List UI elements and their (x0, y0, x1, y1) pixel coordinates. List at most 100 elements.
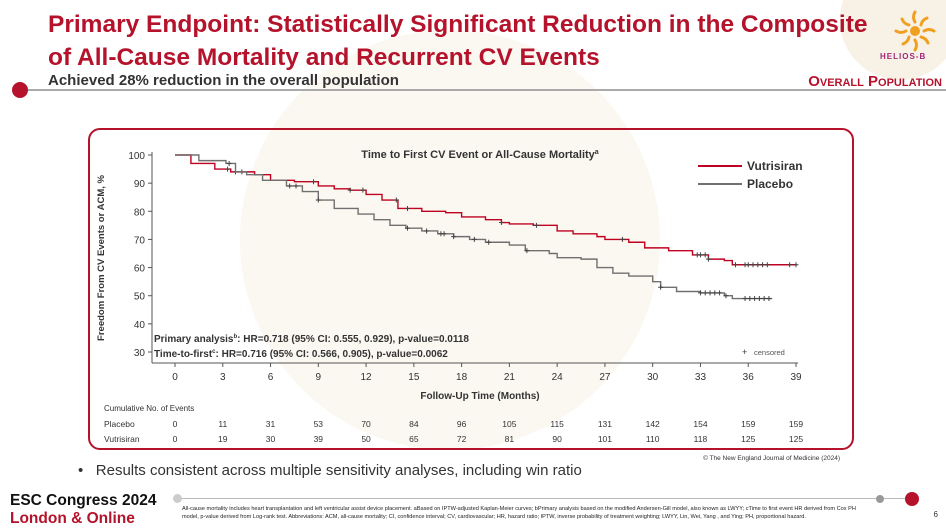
helios-b-logo-icon (894, 10, 936, 52)
risk-value: 115 (550, 419, 564, 429)
x-tick-label: 27 (599, 372, 611, 383)
censored-mark-vutrisiran (755, 262, 761, 268)
footer-divider (178, 498, 908, 499)
legend-label-vutrisiran: Vutrisiran (747, 159, 803, 173)
censored-mark-placebo (471, 236, 477, 242)
censored-mark-placebo (315, 197, 321, 203)
x-tick-label: 15 (408, 372, 420, 383)
source-credit: © The New England Journal of Medicine (2… (703, 455, 840, 462)
risk-value: 30 (266, 434, 276, 444)
censored-mark-vutrisiran (702, 252, 708, 258)
censored-mark-vutrisiran (360, 187, 366, 193)
censored-mark-placebo (451, 234, 457, 240)
censored-mark-vutrisiran (732, 262, 738, 268)
censored-mark-vutrisiran (787, 262, 793, 268)
footnote: All-cause mortality includes heart trans… (182, 506, 856, 520)
censored-mark-placebo (441, 231, 447, 237)
risk-value: 31 (266, 419, 276, 429)
censored-mark-vutrisiran (533, 222, 539, 228)
censored-mark-vutrisiran (311, 179, 317, 185)
risk-value: 142 (646, 419, 660, 429)
page-number: 6 (933, 510, 938, 519)
censored-marker-icon: + (742, 347, 747, 357)
y-axis-label: Freedom From CV Events or ACM, % (96, 174, 107, 340)
risk-value: 125 (789, 434, 803, 444)
risk-value: 159 (789, 419, 803, 429)
x-tick-label: 12 (361, 372, 373, 383)
background-circle (240, 30, 660, 450)
header-dot (12, 82, 28, 98)
risk-value: 125 (741, 434, 755, 444)
censored-mark-placebo (658, 284, 664, 290)
risk-value: 70 (361, 419, 371, 429)
x-tick-label: 39 (790, 372, 802, 383)
bullet-point: • Results consistent across multiple sen… (78, 462, 582, 479)
x-tick-label: 3 (220, 372, 226, 383)
risk-value: 53 (314, 419, 324, 429)
censored-mark-vutrisiran (793, 262, 799, 268)
y-tick-label: 40 (134, 320, 146, 331)
risk-value: 81 (505, 434, 515, 444)
footer-dot (876, 495, 884, 503)
risk-value: 39 (314, 434, 324, 444)
risk-value: 65 (409, 434, 419, 444)
censored-mark-placebo (287, 183, 293, 189)
risk-value: 101 (598, 434, 612, 444)
censored-mark-placebo (761, 296, 767, 302)
footer-dot (173, 494, 182, 503)
risk-value: 96 (457, 419, 467, 429)
risk-value: 110 (646, 434, 660, 444)
svg-text:Time to First CV Event or All-: Time to First CV Event or All-Cause Mort… (361, 149, 599, 161)
legend-label-placebo: Placebo (747, 177, 793, 191)
chart-panel (88, 128, 854, 450)
x-tick-label: 33 (695, 372, 707, 383)
y-tick-label: 30 (134, 348, 146, 359)
x-axis-label: Follow-Up Time (Months) (420, 391, 539, 402)
y-tick-label: 100 (128, 151, 145, 162)
primary-analysis-annotation: Primary analysisb: HR=0.718 (95% CI: 0.5… (154, 334, 469, 345)
censored-mark-placebo (747, 296, 753, 302)
chart-title-sup: a (595, 149, 599, 156)
y-tick-label: 80 (134, 207, 146, 218)
risk-row-label: Vutrisiran (104, 434, 140, 444)
censored-mark-placebo (752, 296, 758, 302)
censored-mark-placebo (697, 290, 703, 296)
risk-value: 84 (409, 419, 419, 429)
x-tick-label: 6 (268, 372, 274, 383)
censored-mark-vutrisiran (225, 166, 231, 172)
y-tick-label: 60 (134, 264, 146, 275)
risk-value: 90 (552, 434, 562, 444)
congress-location: London & Online (10, 510, 135, 527)
risk-value: 154 (693, 419, 707, 429)
censored-mark-placebo (756, 296, 762, 302)
risk-value: 105 (502, 419, 516, 429)
time-to-first-annotation: Time-to-firstc: HR=0.716 (95% CI: 0.566,… (154, 349, 448, 360)
censored-mark-vutrisiran (750, 262, 756, 268)
censored-mark-vutrisiran (347, 187, 353, 193)
risk-value: 0 (173, 434, 178, 444)
congress-name: ESC Congress 2024 (10, 492, 157, 509)
risk-table-title: Cumulative No. of Events (104, 404, 194, 413)
censored-mark-placebo (717, 290, 723, 296)
population-label: Overall Population (808, 73, 942, 90)
censored-mark-placebo (486, 239, 492, 245)
risk-value: 159 (741, 419, 755, 429)
x-tick-label: 9 (316, 372, 322, 383)
censored-mark-vutrisiran (745, 262, 751, 268)
censored-mark-placebo (293, 183, 299, 189)
censored-mark-vutrisiran (619, 236, 625, 242)
censored-mark-placebo (712, 290, 718, 296)
km-curve-placebo (175, 154, 773, 300)
censored-mark-vutrisiran (393, 197, 399, 203)
risk-value: 131 (598, 419, 612, 429)
censored-mark-vutrisiran (697, 252, 703, 258)
risk-value: 0 (173, 419, 178, 429)
page-title: Primary Endpoint: Statistically Signific… (48, 11, 868, 71)
risk-value: 118 (694, 434, 708, 444)
censored-legend-label: censored (754, 348, 785, 357)
header-divider (20, 89, 946, 91)
censored-mark-vutrisiran (705, 256, 711, 262)
censored-mark-placebo (226, 160, 232, 166)
x-tick-label: 0 (172, 372, 178, 383)
